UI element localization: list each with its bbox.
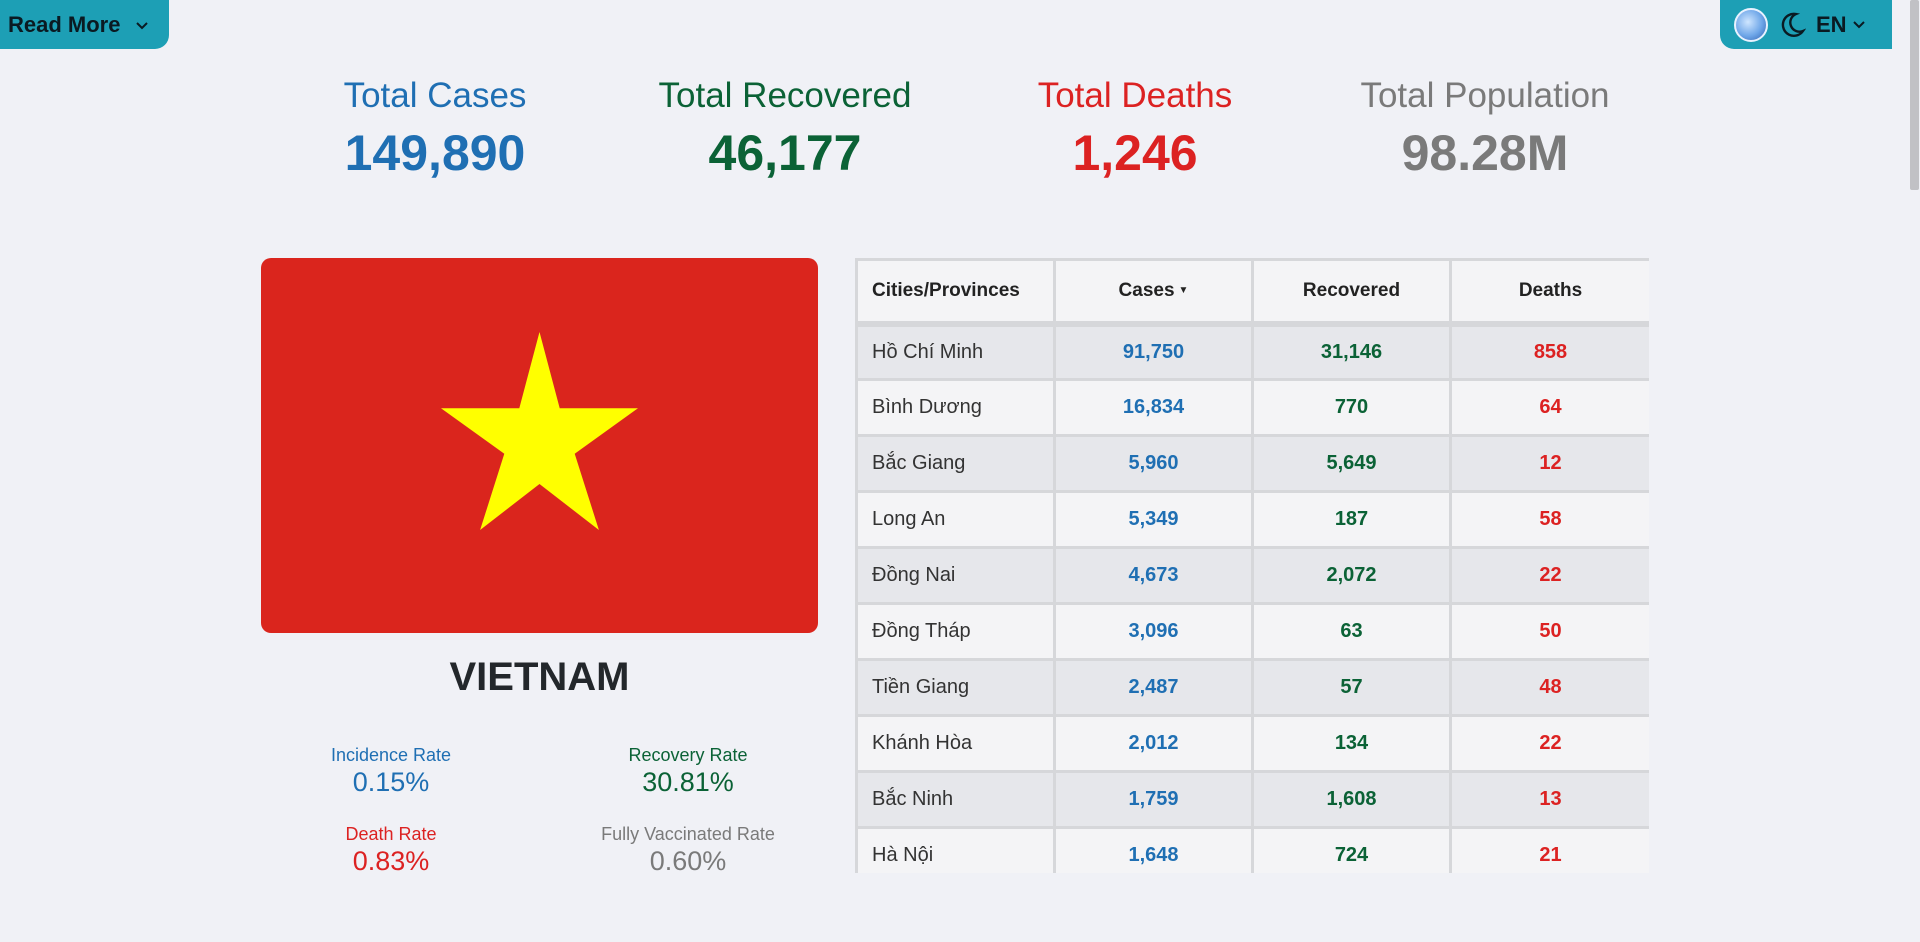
read-more-label: Read More: [8, 11, 121, 37]
top-right-controls: EN: [1720, 0, 1892, 49]
cell-deaths: 22: [1449, 546, 1649, 605]
cell-deaths: 50: [1449, 602, 1649, 661]
cell-deaths: 22: [1449, 714, 1649, 773]
stat-value: 149,890: [344, 125, 526, 181]
cell-city: Khánh Hòa: [855, 714, 1056, 773]
cell-recovered: 724: [1251, 826, 1452, 873]
language-label: EN: [1816, 11, 1847, 37]
cell-city: Long An: [855, 490, 1056, 549]
stat-label: Total Cases: [343, 76, 527, 115]
cell-city: Bình Dương: [855, 378, 1056, 437]
cell-deaths: 64: [1449, 378, 1649, 437]
recovery-rate: Recovery Rate 30.81%: [558, 744, 818, 798]
table-row: Hà Nội 1,648 724 21: [855, 826, 1649, 873]
stat-label: Total Deaths: [1037, 76, 1233, 115]
cell-city: Tiền Giang: [855, 658, 1056, 717]
cell-cases: 2,487: [1053, 658, 1254, 717]
cell-city: Hồ Chí Minh: [855, 320, 1056, 381]
stat-total-cases: Total Cases 149,890: [260, 72, 610, 186]
incidence-rate: Incidence Rate 0.15%: [261, 744, 521, 798]
cell-recovered: 134: [1251, 714, 1452, 773]
moon-icon[interactable]: [1778, 11, 1806, 39]
table-row: Bắc Ninh 1,759 1,608 13: [855, 770, 1649, 829]
provinces-table-container[interactable]: Cities/Provinces Cases ▼ Recovered Deaths…: [855, 258, 1649, 873]
stat-value: 98.28M: [1401, 125, 1569, 181]
rate-label: Incidence Rate: [330, 745, 452, 765]
cell-deaths: 858: [1449, 320, 1649, 381]
table-row: Tiền Giang 2,487 57 48: [855, 658, 1649, 717]
stat-label: Total Population: [1360, 76, 1610, 115]
rate-value: 0.15%: [352, 767, 430, 797]
column-header-deaths[interactable]: Deaths: [1449, 258, 1649, 325]
cell-deaths: 21: [1449, 826, 1649, 873]
column-header-cases[interactable]: Cases ▼: [1053, 258, 1254, 325]
death-rate: Death Rate 0.83%: [261, 823, 521, 877]
cell-deaths: 58: [1449, 490, 1649, 549]
cell-deaths: 12: [1449, 434, 1649, 493]
cell-recovered: 2,072: [1251, 546, 1452, 605]
country-flag: [261, 258, 818, 633]
cell-city: Đồng Nai: [855, 546, 1056, 605]
cell-cases: 2,012: [1053, 714, 1254, 773]
globe-icon[interactable]: [1734, 7, 1768, 42]
cell-deaths: 48: [1449, 658, 1649, 717]
read-more-button[interactable]: Read More: [0, 0, 169, 49]
flag-star-icon: [441, 332, 638, 530]
table-row: Bình Dương 16,834 770 64: [855, 378, 1649, 437]
column-header-city[interactable]: Cities/Provinces: [855, 258, 1056, 325]
fully-vaccinated-rate: Fully Vaccinated Rate 0.60%: [558, 823, 818, 877]
stat-value: 46,177: [708, 125, 862, 181]
cell-recovered: 31,146: [1251, 320, 1452, 381]
stat-total-deaths: Total Deaths 1,246: [960, 72, 1310, 186]
cell-recovered: 187: [1251, 490, 1452, 549]
cell-recovered: 1,608: [1251, 770, 1452, 829]
cell-cases: 16,834: [1053, 378, 1254, 437]
stat-total-population: Total Population 98.28M: [1310, 72, 1660, 186]
table-header-row: Cities/Provinces Cases ▼ Recovered Deaths: [855, 258, 1649, 325]
cell-city: Bắc Giang: [855, 434, 1056, 493]
table-row: Đồng Tháp 3,096 63 50: [855, 602, 1649, 661]
rate-value: 0.83%: [352, 846, 430, 876]
cell-city: Hà Nội: [855, 826, 1056, 873]
cell-cases: 5,349: [1053, 490, 1254, 549]
summary-stats: Total Cases 149,890 Total Recovered 46,1…: [260, 72, 1660, 186]
cell-city: Đồng Tháp: [855, 602, 1056, 661]
table-row: Long An 5,349 187 58: [855, 490, 1649, 549]
language-selector[interactable]: EN: [1816, 12, 1865, 38]
rate-label: Recovery Rate: [628, 745, 748, 765]
cell-cases: 1,648: [1053, 826, 1254, 873]
cell-recovered: 770: [1251, 378, 1452, 437]
table-row: Khánh Hòa 2,012 134 22: [855, 714, 1649, 773]
chevron-down-icon: [1852, 17, 1865, 32]
table-row: Đồng Nai 4,673 2,072 22: [855, 546, 1649, 605]
cell-cases: 4,673: [1053, 546, 1254, 605]
table-row: Hồ Chí Minh 91,750 31,146 858: [855, 320, 1649, 381]
cell-recovered: 5,649: [1251, 434, 1452, 493]
cell-deaths: 13: [1449, 770, 1649, 829]
sort-desc-icon: ▼: [1178, 285, 1189, 297]
provinces-table: Cities/Provinces Cases ▼ Recovered Deaths…: [855, 258, 1649, 873]
cell-cases: 5,960: [1053, 434, 1254, 493]
chevron-down-icon: [136, 17, 149, 33]
table-row: Bắc Giang 5,960 5,649 12: [855, 434, 1649, 493]
scrollbar[interactable]: [1909, 0, 1920, 942]
cell-city: Bắc Ninh: [855, 770, 1056, 829]
stat-value: 1,246: [1072, 125, 1198, 181]
cell-cases: 91,750: [1053, 320, 1254, 381]
rate-value: 0.60%: [649, 846, 727, 876]
stat-label: Total Recovered: [658, 76, 912, 115]
scrollbar-thumb[interactable]: [1910, 0, 1919, 190]
rate-value: 30.81%: [642, 767, 734, 797]
cell-cases: 1,759: [1053, 770, 1254, 829]
rate-label: Death Rate: [345, 824, 437, 844]
cell-cases: 3,096: [1053, 602, 1254, 661]
column-header-recovered[interactable]: Recovered: [1251, 258, 1452, 325]
cell-recovered: 63: [1251, 602, 1452, 661]
stat-total-recovered: Total Recovered 46,177: [610, 72, 960, 186]
cell-recovered: 57: [1251, 658, 1452, 717]
country-name: VIETNAM: [449, 655, 630, 699]
rate-label: Fully Vaccinated Rate: [601, 824, 775, 844]
